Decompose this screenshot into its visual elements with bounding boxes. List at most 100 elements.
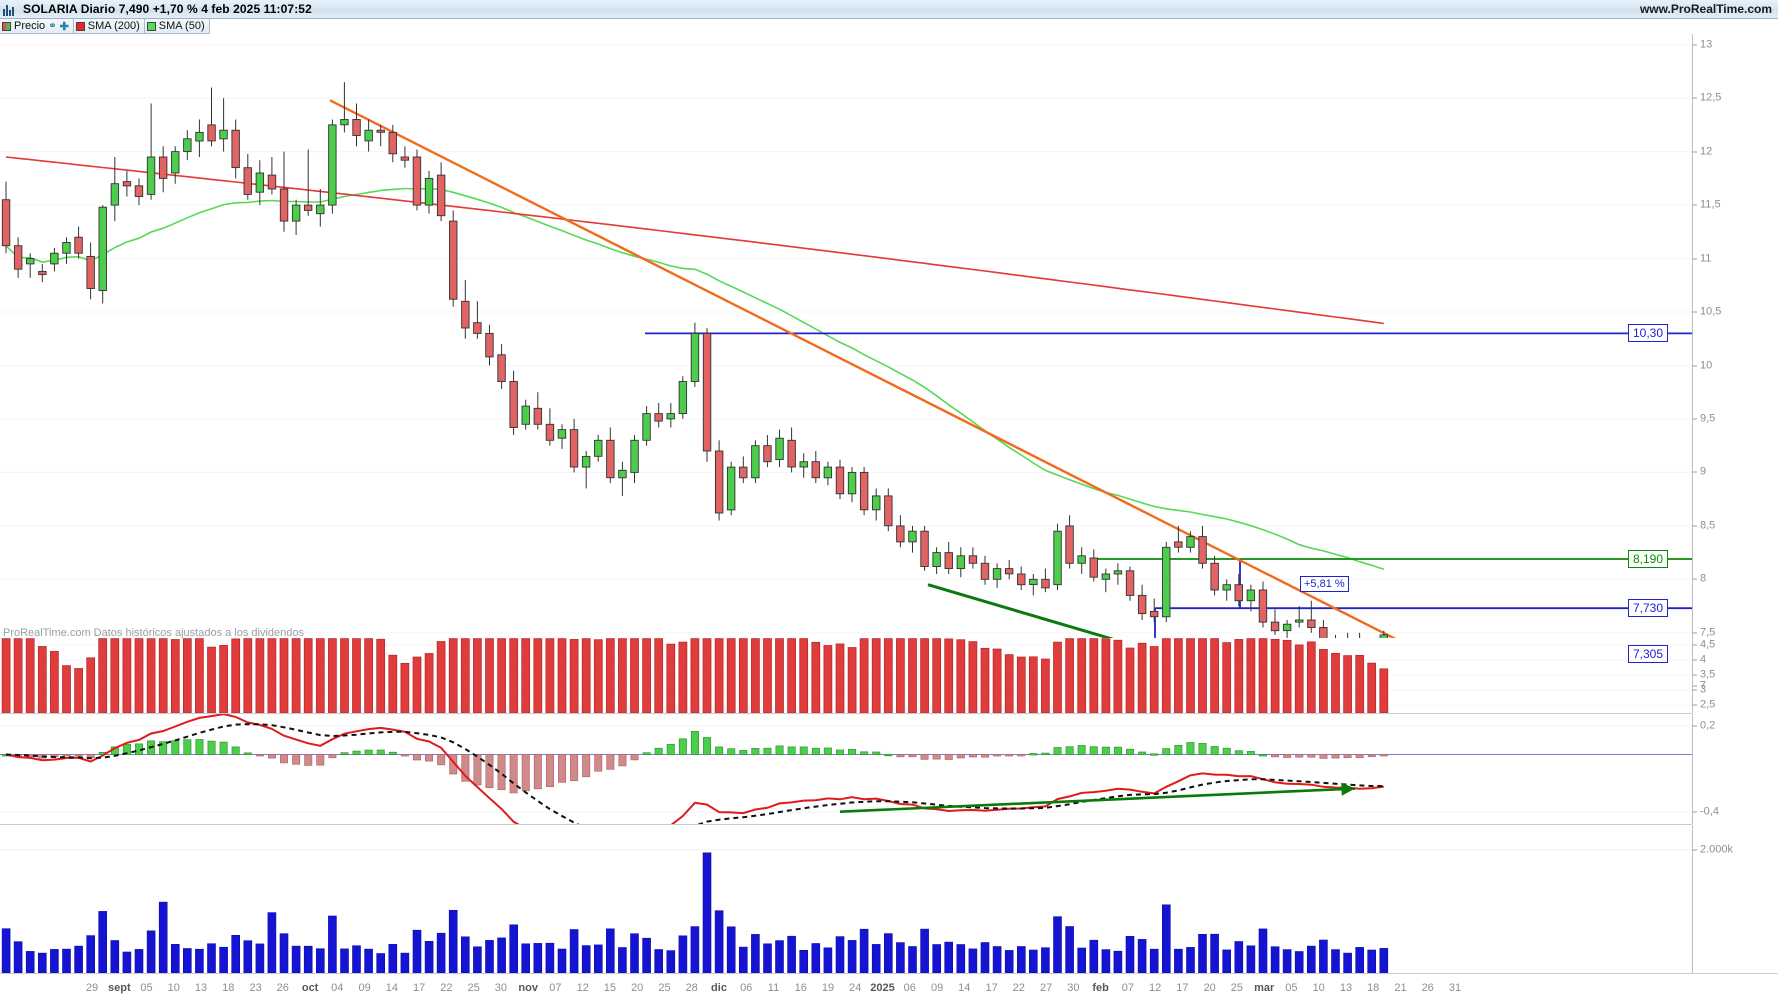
legend-label-precio: Precio — [14, 20, 46, 32]
price-tick: 10,5 — [1692, 306, 1721, 318]
price-tick: 9 — [1692, 466, 1706, 478]
page-title: SOLARIA Diario 7,490 +1,70 % 4 feb 2025 … — [23, 2, 312, 16]
date-axis-label: 09 — [930, 982, 944, 994]
price-tick: 7 — [1692, 680, 1706, 692]
candlestick-icon — [3, 3, 19, 16]
date-axis-label: 21 — [1394, 982, 1407, 994]
legend-label-sma200: SMA (200) — [87, 20, 140, 32]
date-axis-label: 30 — [1067, 982, 1080, 994]
candlestick-swatch-icon — [2, 21, 11, 31]
macd-tick: -0,4 — [1692, 806, 1719, 818]
atr-axis: 4,543,532,53,7211 — [1692, 638, 1778, 713]
date-axis-divider — [0, 973, 1778, 974]
date-axis-label: 15 — [603, 982, 617, 994]
date-axis-label: feb — [1092, 982, 1109, 994]
atr-panel[interactable] — [0, 638, 1692, 713]
date-axis-label: 06 — [740, 982, 753, 994]
date-axis-label: 14 — [385, 982, 399, 994]
date-axis-label: 20 — [1203, 982, 1216, 994]
date-axis-label: 10 — [167, 982, 180, 994]
date-axis-label: 17 — [1176, 982, 1189, 994]
atr-tick: 4,5 — [1692, 639, 1715, 650]
percent-change-annotation[interactable]: +5,81 % — [1300, 575, 1349, 592]
green-swatch-icon — [146, 21, 156, 31]
date-axis-label: 25 — [658, 982, 671, 994]
date-axis-label: 20 — [631, 982, 644, 994]
date-axis-label: 25 — [1230, 982, 1244, 994]
macd-panel[interactable] — [0, 714, 1692, 824]
level-label-7730[interactable]: 7,730 — [1628, 599, 1669, 618]
date-axis-label: 12 — [1148, 982, 1162, 994]
price-tick: 7,5 — [1692, 627, 1715, 638]
date-axis-label: 26 — [1421, 982, 1434, 994]
date-axis-label: 07 — [549, 982, 562, 994]
date-axis-label: 26 — [276, 982, 289, 994]
date-axis-label: 13 — [1339, 982, 1353, 994]
date-axis-label: 23 — [249, 982, 262, 994]
date-axis-label: 11 — [767, 982, 780, 994]
date-axis-label: oct — [301, 982, 319, 994]
volume-axis-divider — [1692, 825, 1693, 973]
date-axis-label: 18 — [1367, 982, 1380, 994]
macd-plot[interactable] — [0, 714, 1692, 824]
date-axis-label: 24 — [849, 982, 862, 994]
legend-chip-sma200[interactable]: SMA (200) — [73, 19, 145, 34]
level-label-7305[interactable]: 7,305 — [1628, 644, 1669, 663]
date-axis-label: 10 — [1312, 982, 1325, 994]
plus-icon[interactable]: ✚ — [59, 20, 69, 33]
panel-divider-2 — [0, 824, 1692, 825]
date-axis-label: 17 — [412, 982, 426, 994]
date-axis-label: 27 — [1039, 982, 1053, 994]
window-titlebar: SOLARIA Diario 7,490 +1,70 % 4 feb 2025 … — [0, 0, 1778, 19]
brand-label: www.ProRealTime.com — [1639, 2, 1772, 16]
legend-chip-precio[interactable]: Precio ⚭ ✚ — [0, 19, 74, 34]
volume-plot[interactable] — [0, 825, 1692, 973]
atr-plot[interactable] — [0, 638, 1692, 713]
price-legend-row: Precio ⚭ ✚ SMA (200) SMA (50) — [0, 19, 210, 34]
volume-tick: 2.000k — [1692, 844, 1733, 855]
date-axis-label: 17 — [985, 982, 998, 994]
date-axis-label: 05 — [140, 982, 153, 994]
wrench-icon[interactable]: ⚭ — [48, 20, 57, 32]
price-axis-divider — [1692, 34, 1693, 713]
date-axis-label: 22 — [440, 982, 453, 994]
volume-axis: 2.000k209.078 — [1692, 825, 1778, 973]
date-axis-label: 09 — [358, 982, 371, 994]
price-panel[interactable] — [0, 34, 1692, 713]
date-axis-label: 16 — [794, 982, 807, 994]
date-axis-label: 18 — [222, 982, 235, 994]
date-axis-label: 14 — [958, 982, 971, 994]
price-footnote: ProRealTime.com Datos históricos ajustad… — [3, 627, 305, 639]
date-axis-label: 07 — [1121, 982, 1135, 994]
atr-tick: 3 — [1692, 684, 1706, 696]
macd-axis-divider — [1692, 714, 1693, 824]
date-axis-label: 05 — [1285, 982, 1298, 994]
price-tick: 13 — [1692, 39, 1712, 50]
price-tick: 11 — [1692, 253, 1711, 264]
price-plot[interactable] — [0, 34, 1692, 713]
date-axis-label: 04 — [331, 982, 344, 994]
price-tick: 9,5 — [1692, 413, 1715, 424]
date-axis-label: mar — [1254, 982, 1275, 994]
atr-tick: 3,5 — [1692, 669, 1715, 681]
legend-chip-sma50[interactable]: SMA (50) — [144, 19, 210, 34]
date-axis-label: 29 — [85, 982, 99, 994]
price-tick: 12 — [1692, 146, 1712, 157]
macd-tick: 0,2 — [1692, 720, 1715, 731]
date-axis-label: dic — [711, 982, 727, 994]
level-label-8190[interactable]: 8,190 — [1628, 550, 1669, 569]
panel-divider-1 — [0, 713, 1692, 714]
date-axis-label: 06 — [903, 982, 916, 994]
date-axis-label: 19 — [821, 982, 835, 994]
red-swatch-icon — [75, 21, 85, 31]
date-axis-label: 30 — [494, 982, 508, 994]
price-tick: 12,5 — [1692, 92, 1721, 104]
level-label-1030[interactable]: 10,30 — [1628, 324, 1669, 343]
price-tick: 8,5 — [1692, 520, 1715, 531]
date-axis-label: 12 — [576, 982, 589, 994]
volume-panel[interactable] — [0, 825, 1692, 973]
macd-axis: 0,2-0,4-0,0019-0,2339-0,2358 — [1692, 714, 1778, 824]
price-tick: 10 — [1692, 360, 1712, 371]
date-axis-label: 25 — [467, 982, 480, 994]
